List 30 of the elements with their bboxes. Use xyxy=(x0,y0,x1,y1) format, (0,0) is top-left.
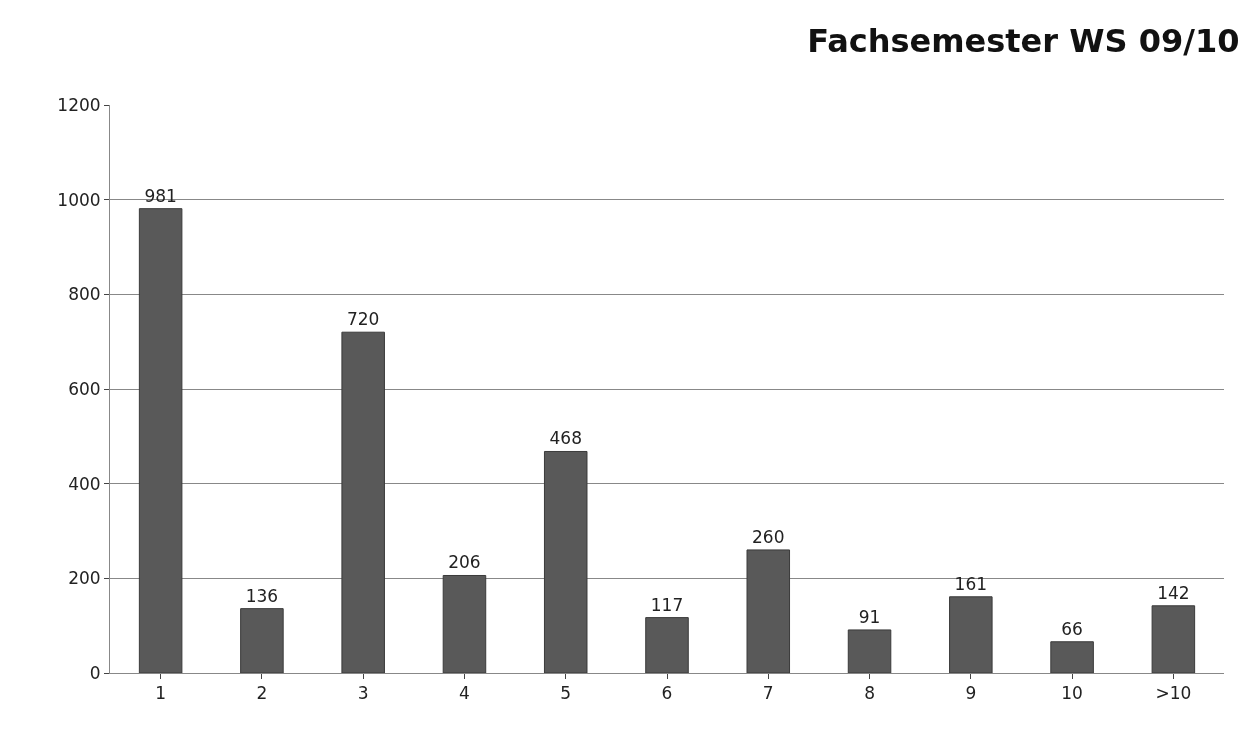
x-tick-label: 2 xyxy=(256,683,268,704)
data-label: 66 xyxy=(1061,618,1083,639)
y-tick-label: 400 xyxy=(68,473,101,494)
x-tick-label: 6 xyxy=(661,683,673,704)
x-tick-label: 4 xyxy=(459,683,470,704)
data-label: 206 xyxy=(448,552,481,573)
y-tick-label: 200 xyxy=(68,568,101,589)
data-label: 981 xyxy=(144,185,177,206)
data-label: 260 xyxy=(752,526,785,547)
x-tick-label: 9 xyxy=(965,683,977,704)
y-tick-label: 0 xyxy=(89,662,101,683)
x-tick-label: 10 xyxy=(1061,683,1083,704)
x-tick-label: 3 xyxy=(357,683,369,704)
y-tick-label: 800 xyxy=(68,284,101,305)
x-tick-label: 5 xyxy=(560,683,572,704)
data-label: 161 xyxy=(954,573,988,594)
data-label: 91 xyxy=(858,606,881,627)
x-tick-label: >10 xyxy=(1155,683,1192,704)
y-tick-label: 1000 xyxy=(57,189,101,210)
x-tick-label: 7 xyxy=(762,683,774,704)
y-tick-label: 600 xyxy=(68,378,101,399)
data-label: 468 xyxy=(549,428,582,449)
data-label: 136 xyxy=(245,585,279,606)
data-label: 720 xyxy=(346,309,380,330)
data-label: 117 xyxy=(650,594,684,615)
y-tick-label: 1200 xyxy=(57,94,101,115)
x-tick-label: 1 xyxy=(155,683,167,704)
chart-title: Fachsemester WS 09/10 xyxy=(807,21,1240,60)
x-tick-label: 8 xyxy=(864,683,875,704)
data-label: 142 xyxy=(1157,582,1190,603)
